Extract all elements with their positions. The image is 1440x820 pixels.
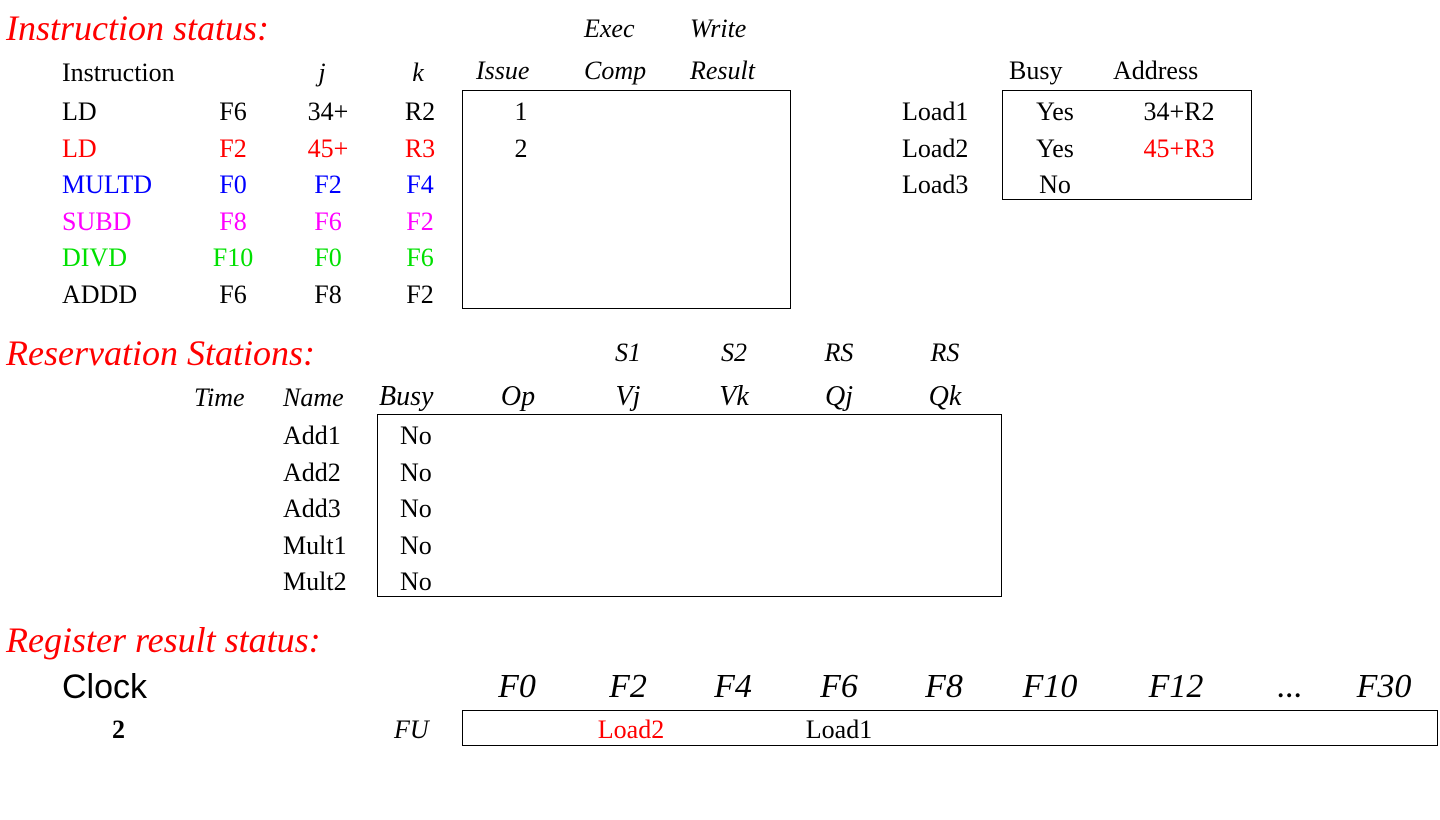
instruction-op: SUBD bbox=[62, 207, 132, 236]
register-header: F0 bbox=[498, 668, 536, 705]
s1-header: S1 bbox=[615, 338, 641, 367]
qk-header: Qk bbox=[928, 381, 962, 412]
instruction-dest: F10 bbox=[212, 243, 254, 272]
write-header: Write bbox=[690, 14, 747, 43]
instruction-op: LD bbox=[62, 97, 97, 126]
comp-header: Comp bbox=[584, 56, 647, 85]
load-address-header: Address bbox=[1113, 56, 1199, 85]
reservation-station-name: Mult2 bbox=[283, 567, 347, 596]
s2-header: S2 bbox=[721, 338, 747, 367]
vk-header: Vk bbox=[719, 381, 749, 412]
instruction-issue: 1 bbox=[514, 97, 528, 126]
load-busy-header: Busy bbox=[1009, 56, 1063, 85]
reservation-station-busy: No bbox=[400, 567, 432, 596]
register-header: F6 bbox=[820, 668, 858, 705]
instruction-k: F6 bbox=[406, 243, 434, 272]
reservation-station-busy: No bbox=[400, 494, 432, 523]
j-header: j bbox=[318, 58, 326, 87]
time-header: Time bbox=[194, 383, 245, 412]
load-buffer-busy: No bbox=[1039, 170, 1071, 199]
instruction-status-box bbox=[462, 90, 791, 309]
instruction-j: 45+ bbox=[307, 134, 349, 163]
reservation-station-name: Mult1 bbox=[283, 531, 347, 560]
reservation-station-busy: No bbox=[400, 421, 432, 450]
instruction-k: F4 bbox=[406, 170, 434, 199]
register-header: F4 bbox=[714, 668, 752, 705]
register-status-title: Register result status: bbox=[6, 620, 321, 660]
instruction-k: F2 bbox=[406, 207, 434, 236]
rs-qk-top-header: RS bbox=[930, 338, 960, 367]
load-buffer-address: 45+R3 bbox=[1143, 134, 1215, 163]
instruction-k: F2 bbox=[406, 280, 434, 309]
instruction-dest: F0 bbox=[219, 170, 247, 199]
k-header: k bbox=[412, 58, 424, 87]
register-header: F12 bbox=[1148, 668, 1204, 705]
exec-header: Exec bbox=[584, 14, 635, 43]
instruction-op: ADDD bbox=[62, 280, 138, 309]
instruction-j: 34+ bbox=[307, 97, 349, 126]
load-buffer-box bbox=[1002, 90, 1252, 200]
register-header: F10 bbox=[1022, 668, 1078, 705]
register-fu-value: Load2 bbox=[597, 715, 665, 744]
reservation-stations-title: Reservation Stations: bbox=[6, 333, 315, 373]
rs-qj-top-header: RS bbox=[824, 338, 854, 367]
reservation-station-box bbox=[377, 414, 1002, 597]
result-header: Result bbox=[690, 56, 755, 85]
reservation-station-name: Add2 bbox=[283, 458, 341, 487]
qj-header: Qj bbox=[825, 381, 853, 412]
instruction-j: F2 bbox=[314, 170, 342, 199]
load-buffer-address: 34+R2 bbox=[1143, 97, 1215, 126]
instruction-k: R2 bbox=[404, 97, 436, 126]
rs-busy-header: Busy bbox=[379, 381, 434, 412]
load-buffer-name: Load1 bbox=[902, 97, 969, 126]
instruction-j: F8 bbox=[314, 280, 342, 309]
instruction-j: F0 bbox=[314, 243, 342, 272]
instruction-j: F6 bbox=[314, 207, 342, 236]
instruction-op: DIVD bbox=[62, 243, 127, 272]
instruction-dest: F6 bbox=[219, 97, 247, 126]
op-header: Op bbox=[500, 381, 536, 412]
load-buffer-name: Load2 bbox=[902, 134, 969, 163]
issue-header: Issue bbox=[476, 56, 530, 85]
instruction-dest: F6 bbox=[219, 280, 247, 309]
fu-label: FU bbox=[394, 715, 429, 744]
reservation-station-busy: No bbox=[400, 531, 432, 560]
instruction-dest: F2 bbox=[219, 134, 247, 163]
reservation-station-busy: No bbox=[400, 458, 432, 487]
load-buffer-busy: Yes bbox=[1036, 97, 1074, 126]
instruction-op: LD bbox=[62, 134, 97, 163]
register-header: F30 bbox=[1356, 668, 1412, 705]
load-buffer-name: Load3 bbox=[902, 170, 969, 199]
instruction-dest: F8 bbox=[219, 207, 247, 236]
vj-header: Vj bbox=[615, 381, 641, 412]
reservation-station-name: Add1 bbox=[283, 421, 341, 450]
instruction-status-title: Instruction status: bbox=[6, 8, 270, 48]
instruction-issue: 2 bbox=[514, 134, 528, 163]
name-header: Name bbox=[283, 383, 344, 412]
register-header: F2 bbox=[609, 668, 647, 705]
register-header: F8 bbox=[925, 668, 963, 705]
register-status-box bbox=[462, 710, 1438, 746]
instruction-header: Instruction bbox=[62, 58, 175, 87]
register-fu-value: Load1 bbox=[805, 715, 873, 744]
clock-value: 2 bbox=[112, 715, 125, 744]
clock-label: Clock bbox=[62, 668, 148, 706]
instruction-op: MULTD bbox=[62, 170, 153, 199]
reservation-station-name: Add3 bbox=[283, 494, 341, 523]
load-buffer-busy: Yes bbox=[1036, 134, 1074, 163]
instruction-k: R3 bbox=[404, 134, 436, 163]
register-header: ... bbox=[1277, 668, 1303, 705]
